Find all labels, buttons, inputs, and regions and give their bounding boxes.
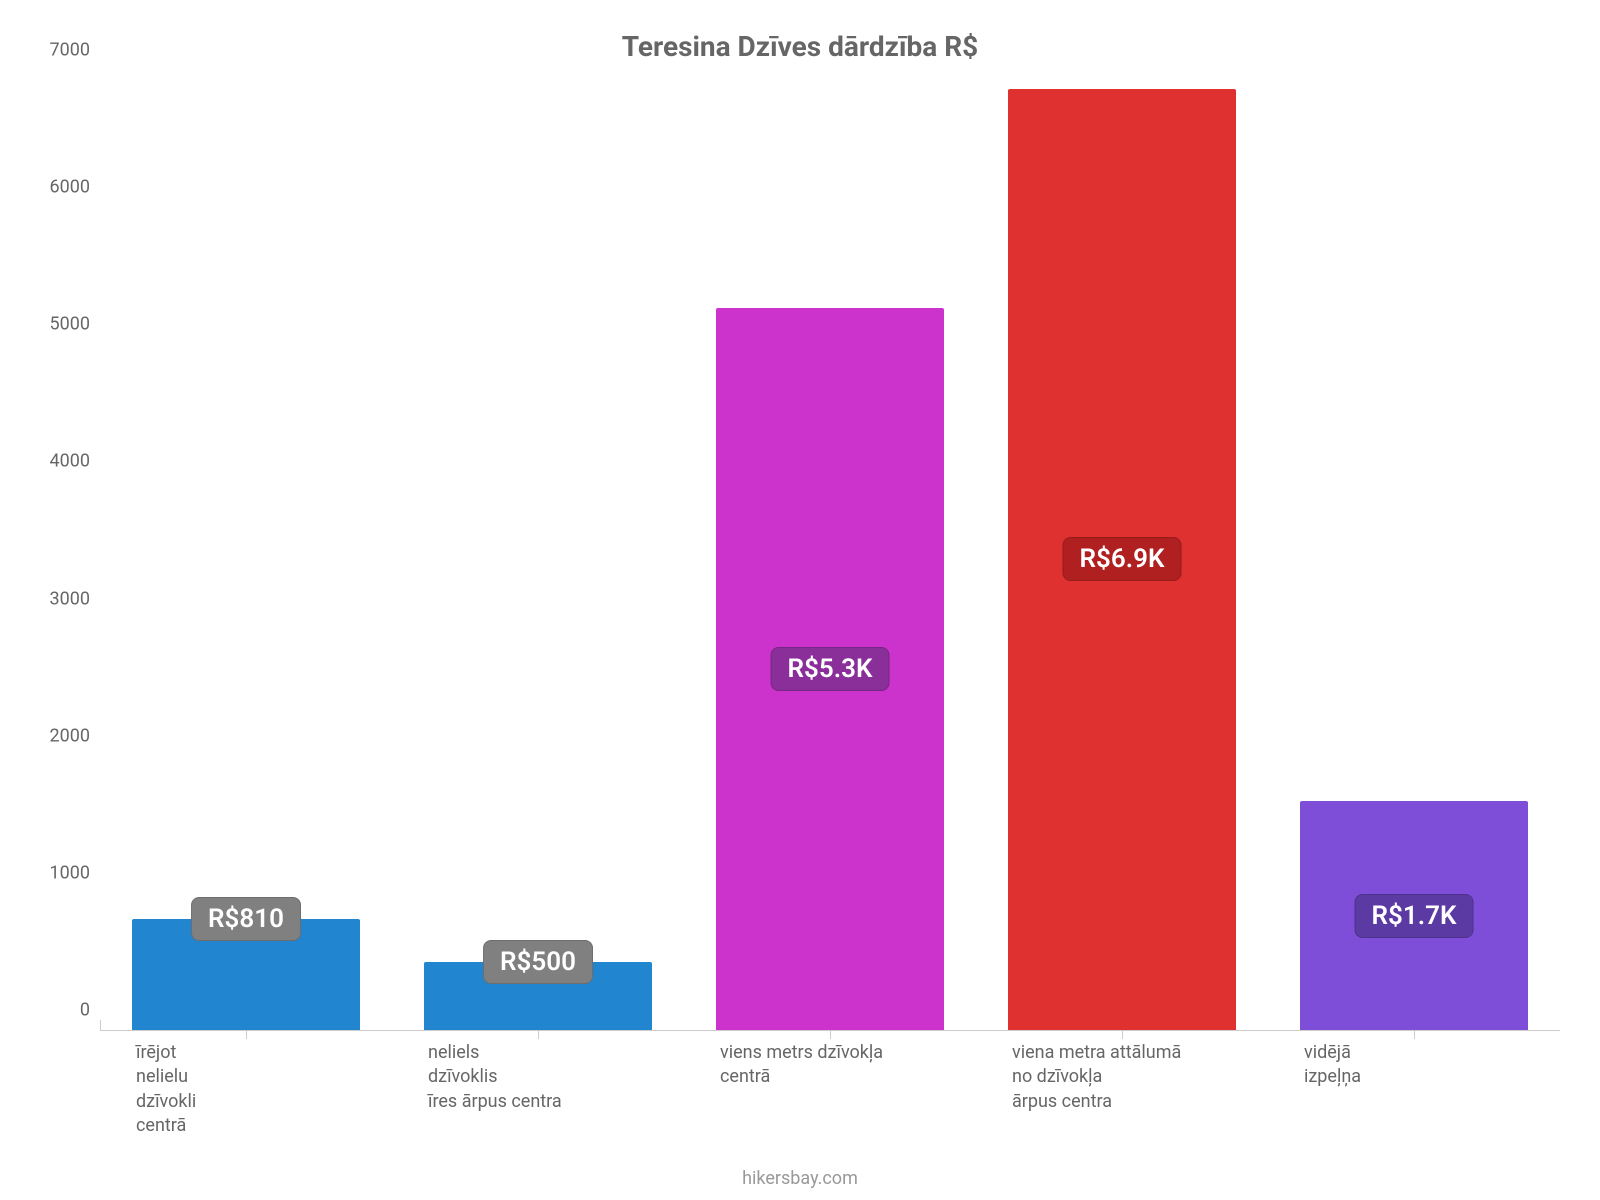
x-label: viens metrs dzīvokļa centrā [684,1041,976,1090]
x-tick: neliels dzīvoklis īres ārpus centra [392,1041,684,1138]
y-tick-label: 7000 [50,40,90,61]
footer-attribution: hikersbay.com [40,1168,1560,1189]
bar: R$1.7K [1300,801,1528,1030]
bar: R$6.9K [1008,89,1236,1030]
chart-container: Teresina Dzīves dārdzība R$ 0 1000 2000 300… [0,0,1600,1200]
bar-slot: R$810 [100,71,392,1030]
x-label: neliels dzīvoklis īres ārpus centra [392,1041,684,1114]
y-tick-label: 0 [80,1000,90,1021]
x-tick: viens metrs dzīvokļa centrā [684,1041,976,1138]
y-tick-label: 5000 [50,314,90,335]
y-tick-label: 1000 [50,862,90,883]
y-axis: 01000200030004000500060007000 [40,71,100,1031]
x-tick-mark [246,1031,247,1039]
x-tick: vidējā izpeļņa [1268,1041,1560,1138]
chart-title: Teresina Dzīves dārdzība R$ [40,30,1560,63]
bar-slot: R$1.7K [1268,71,1560,1030]
bar: R$5.3K [716,308,944,1030]
value-badge: R$500 [483,940,593,984]
x-label: vidējā izpeļņa [1268,1041,1560,1090]
x-tick: viena metra attālumā no dzīvokļa ārpus c… [976,1041,1268,1138]
x-label: viena metra attālumā no dzīvokļa ārpus c… [976,1041,1268,1114]
value-badge: R$1.7K [1355,894,1474,938]
y-tick-label: 4000 [50,451,90,472]
value-badge: R$810 [191,897,301,941]
x-tick-mark [1122,1031,1123,1039]
y-tick-label: 2000 [50,725,90,746]
bar-slot: R$6.9K [976,71,1268,1030]
bar: R$500 [424,962,652,1031]
y-tick-label: 6000 [50,177,90,198]
x-tick-mark [1414,1031,1415,1039]
x-tick: īrējot nelielu dzīvokli centrā [100,1041,392,1138]
bar: R$810 [132,919,360,1030]
plot-area: R$810 R$500 R$5.3K R$6.9K R$1.7K [100,71,1560,1031]
x-tick-mark [538,1031,539,1039]
x-tick-mark [830,1031,831,1039]
value-badge: R$5.3K [771,647,890,691]
bar-slot: R$5.3K [684,71,976,1030]
bar-slot: R$500 [392,71,684,1030]
y-tick-label: 3000 [50,588,90,609]
value-badge: R$6.9K [1063,537,1182,581]
plot-wrap: 01000200030004000500060007000 R$810R$500… [40,71,1560,1031]
x-label: īrējot nelielu dzīvokli centrā [100,1041,392,1138]
x-axis: īrējot nelielu dzīvokli centrāneliels dz… [100,1041,1560,1138]
bars-row: R$810 R$500 R$5.3K R$6.9K R$1.7K [100,71,1560,1030]
